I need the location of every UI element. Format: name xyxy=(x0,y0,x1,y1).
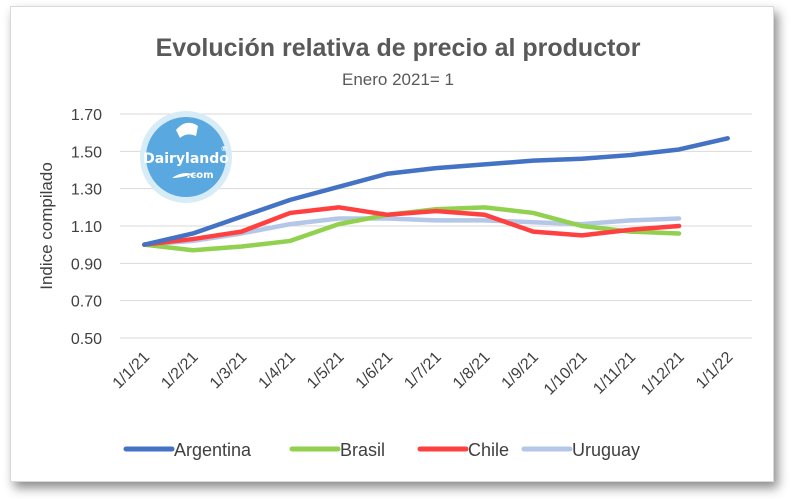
logo-subtext: .com xyxy=(186,170,213,181)
x-tick-label: 1/1/21 xyxy=(110,349,154,393)
legend-label: Uruguay xyxy=(572,440,640,460)
y-axis-ticks: 0.50 0.70 0.90 1.10 1.30 1.50 1.70 xyxy=(71,107,102,348)
series-lines xyxy=(142,136,730,253)
x-axis-ticks: 1/1/21 1/2/21 1/3/21 1/4/21 1/5/21 1/6/21 1/7/… xyxy=(110,349,737,399)
logo-cow-icon xyxy=(172,173,200,178)
x-tick-label: 1/9/21 xyxy=(499,349,543,393)
series-line-chile xyxy=(142,205,682,247)
x-tick-label: 1/10/21 xyxy=(541,349,591,399)
x-tick-label: 1/5/21 xyxy=(304,349,348,393)
x-tick-label: 1/8/21 xyxy=(450,349,494,393)
y-tick-label: 1.50 xyxy=(71,144,102,161)
logo-bottle-icon xyxy=(176,122,198,138)
legend: Argentina Brasil Chile Uruguay xyxy=(123,440,640,460)
chart-card xyxy=(10,6,774,482)
chart-subtitle: Enero 2021= 1 xyxy=(342,70,454,89)
y-tick-label: 1.10 xyxy=(71,219,102,236)
y-tick-label: 0.50 xyxy=(71,331,102,348)
legend-item-uruguay: Uruguay xyxy=(521,440,640,460)
legend-label: Chile xyxy=(468,440,509,460)
legend-item-argentina: Argentina xyxy=(123,440,252,460)
y-tick-label: 1.30 xyxy=(71,182,102,199)
x-tick-label: 1/12/21 xyxy=(638,349,688,399)
series-line-argentina xyxy=(142,136,730,247)
logo-registered-mark: ® xyxy=(221,145,228,153)
y-tick-label: 0.90 xyxy=(71,256,102,273)
y-tick-label: 0.70 xyxy=(71,294,102,311)
x-tick-label: 1/4/21 xyxy=(256,349,300,393)
legend-label: Brasil xyxy=(340,440,385,460)
x-tick-label: 1/2/21 xyxy=(158,349,202,393)
x-tick-label: 1/11/21 xyxy=(590,349,639,398)
x-tick-label: 1/6/21 xyxy=(353,349,397,393)
logo-text: Dairylando xyxy=(143,151,229,167)
y-tick-label: 1.70 xyxy=(71,107,102,124)
x-tick-label: 1/1/22 xyxy=(693,349,737,393)
x-tick-label: 1/7/21 xyxy=(401,349,445,393)
chart-title: Evolución relativa de precio al producto… xyxy=(156,34,641,62)
legend-label: Argentina xyxy=(174,440,252,460)
dairylando-logo: Dairylando .com ® xyxy=(140,111,232,203)
legend-item-brasil: Brasil xyxy=(289,440,385,460)
y-axis-label: Indice compilado xyxy=(37,162,56,290)
logo-disc xyxy=(146,117,226,197)
x-tick-label: 1/3/21 xyxy=(207,349,251,393)
legend-item-chile: Chile xyxy=(417,440,509,460)
